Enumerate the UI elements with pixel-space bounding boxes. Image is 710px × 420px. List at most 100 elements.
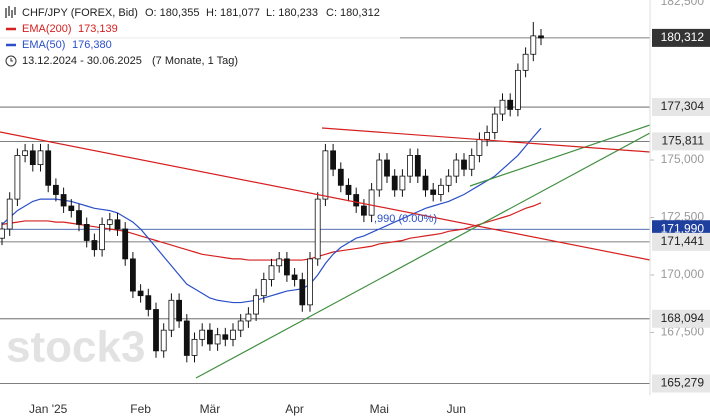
- candle-body: [299, 279, 306, 306]
- candle-body: [199, 329, 206, 340]
- candle-body: [491, 113, 498, 133]
- price-label: 171,441: [661, 234, 705, 248]
- candle-body: [530, 35, 537, 55]
- candle-body: [137, 290, 144, 297]
- candle-body: [191, 338, 198, 356]
- trendline: [469, 124, 651, 187]
- trendline: [0, 131, 651, 261]
- candle-body: [468, 155, 475, 170]
- candle-body: [268, 265, 275, 280]
- candle-body: [260, 279, 267, 297]
- header-value: C: 180,312: [326, 7, 380, 19]
- price-label: 177,304: [661, 99, 705, 113]
- ema-line: [1, 202, 542, 261]
- candle-body: [422, 175, 429, 191]
- date-range: 13.12.2024 - 30.06.2025: [22, 55, 142, 67]
- candle-body: [507, 99, 514, 110]
- candle-body: [68, 205, 75, 212]
- candle-body: [476, 138, 483, 156]
- legend-name: EMA(50): [22, 39, 65, 51]
- candle-body: [237, 320, 244, 331]
- x-tick-label: Feb: [130, 402, 151, 416]
- y-tick-label: 172,500: [661, 210, 705, 224]
- candle-body: [430, 189, 437, 195]
- candle-body: [399, 175, 406, 191]
- x-tick-label: Mai: [370, 402, 389, 416]
- x-tick-label: Apr: [285, 402, 304, 416]
- candle-body: [522, 53, 529, 71]
- candle-body: [91, 240, 98, 251]
- candle-body: [345, 184, 352, 195]
- price-label: 180,312: [661, 30, 705, 44]
- trendline: [321, 127, 651, 153]
- candle-body: [291, 274, 298, 280]
- price-label: 175,811: [662, 134, 705, 148]
- price-box: [652, 232, 710, 251]
- candle-body: [407, 155, 414, 177]
- header-value: O: 180,355: [145, 7, 199, 19]
- header: CHF/JPY (FOREX, Bid) O: 180,355 H: 181,0…: [0, 0, 400, 70]
- candle-body: [176, 299, 183, 322]
- header-bg: [0, 0, 400, 70]
- candle-body: [307, 258, 313, 306]
- chart-title: CHF/JPY (FOREX, Bid): [22, 7, 138, 19]
- y-tick-label: 175,000: [661, 152, 705, 166]
- candle-body: [391, 175, 398, 191]
- price-box: [652, 309, 710, 328]
- ema-line: [1, 127, 542, 304]
- candle-body: [283, 258, 290, 276]
- candle-body: [168, 299, 175, 331]
- candle-body: [276, 258, 283, 267]
- clock-icon: [10, 58, 13, 62]
- price-box: [652, 374, 710, 393]
- candle-body: [76, 210, 82, 225]
- candle-body: [83, 224, 90, 241]
- candle-body: [445, 175, 452, 186]
- candle-body: [122, 228, 129, 260]
- candle-body: [330, 150, 337, 170]
- candle-body: [461, 159, 467, 170]
- price-box: [652, 132, 710, 151]
- header-value: L: 180,233: [266, 7, 318, 19]
- candle-body: [538, 35, 544, 39]
- y-tick-label: 167,500: [661, 325, 705, 339]
- candle-body: [0, 228, 5, 239]
- legend-name: EMA(200): [22, 23, 72, 35]
- candle-body: [206, 329, 213, 345]
- candle-body: [453, 159, 460, 177]
- candle-body: [253, 295, 260, 315]
- candle-body: [29, 150, 36, 166]
- candle-body: [53, 184, 59, 195]
- candle-body: [314, 198, 321, 260]
- price-label: 168,094: [661, 311, 705, 325]
- price-box: [652, 28, 710, 47]
- candle-body: [99, 224, 105, 251]
- candle-body: [45, 150, 52, 186]
- candle-body: [384, 159, 390, 177]
- candle-body: [230, 329, 236, 340]
- candle-body: [6, 198, 13, 230]
- candle-body: [437, 184, 444, 195]
- candle-body: [499, 99, 506, 115]
- candle-body: [337, 168, 344, 186]
- trendline: [195, 132, 651, 379]
- clock-icon: [5, 55, 17, 67]
- candle-body: [129, 258, 136, 292]
- header-value: H: 181,077: [206, 7, 260, 19]
- price-label: 171,990: [661, 221, 705, 235]
- annotation: ,990 (0.00%): [374, 213, 437, 225]
- candle-body: [360, 205, 367, 216]
- candle-body: [153, 309, 159, 352]
- watermark: stock3: [6, 323, 145, 372]
- candle-body: [145, 295, 152, 310]
- x-tick-label: Mär: [200, 402, 221, 416]
- candle-body: [60, 194, 67, 207]
- candle-body: [14, 155, 21, 200]
- y-tick-label: 182,500: [661, 0, 705, 8]
- price-label: 165,279: [661, 376, 705, 390]
- candle-body: [222, 334, 229, 340]
- candle-body: [368, 189, 375, 216]
- candle-body: [515, 69, 521, 110]
- x-tick-label: Jan '25: [29, 402, 68, 416]
